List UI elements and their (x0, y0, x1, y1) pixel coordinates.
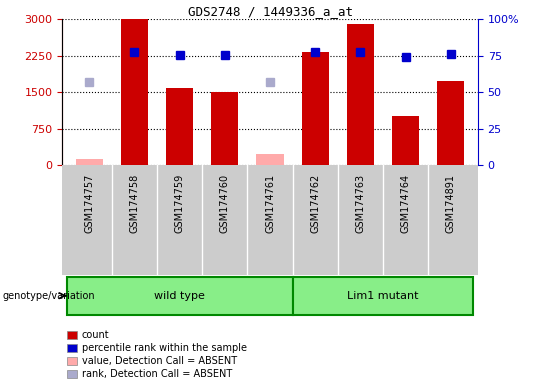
Title: GDS2748 / 1449336_a_at: GDS2748 / 1449336_a_at (187, 5, 353, 18)
Bar (211, 92, 238, 165)
Bar (302, 52, 329, 165)
Text: GSM174761: GSM174761 (265, 174, 275, 233)
Text: GSM174757: GSM174757 (84, 174, 94, 233)
Text: GSM174763: GSM174763 (355, 174, 366, 233)
Text: GSM174759: GSM174759 (174, 174, 185, 233)
Bar (166, 88, 193, 165)
Legend: count, percentile rank within the sample, value, Detection Call = ABSENT, rank, : count, percentile rank within the sample… (67, 330, 247, 379)
Text: wild type: wild type (154, 291, 205, 301)
Bar (256, 154, 284, 165)
Bar (76, 159, 103, 165)
Text: GSM174764: GSM174764 (401, 174, 410, 233)
Text: GSM174760: GSM174760 (220, 174, 230, 233)
Text: Lim1 mutant: Lim1 mutant (347, 291, 418, 301)
Bar (437, 81, 464, 165)
FancyBboxPatch shape (66, 276, 293, 315)
Bar (121, 19, 148, 165)
Text: genotype/variation: genotype/variation (3, 291, 96, 301)
Text: GSM174891: GSM174891 (446, 174, 456, 233)
Bar (347, 24, 374, 165)
Text: GSM174758: GSM174758 (130, 174, 139, 233)
Bar (392, 116, 419, 165)
Text: GSM174762: GSM174762 (310, 174, 320, 233)
FancyBboxPatch shape (293, 276, 474, 315)
